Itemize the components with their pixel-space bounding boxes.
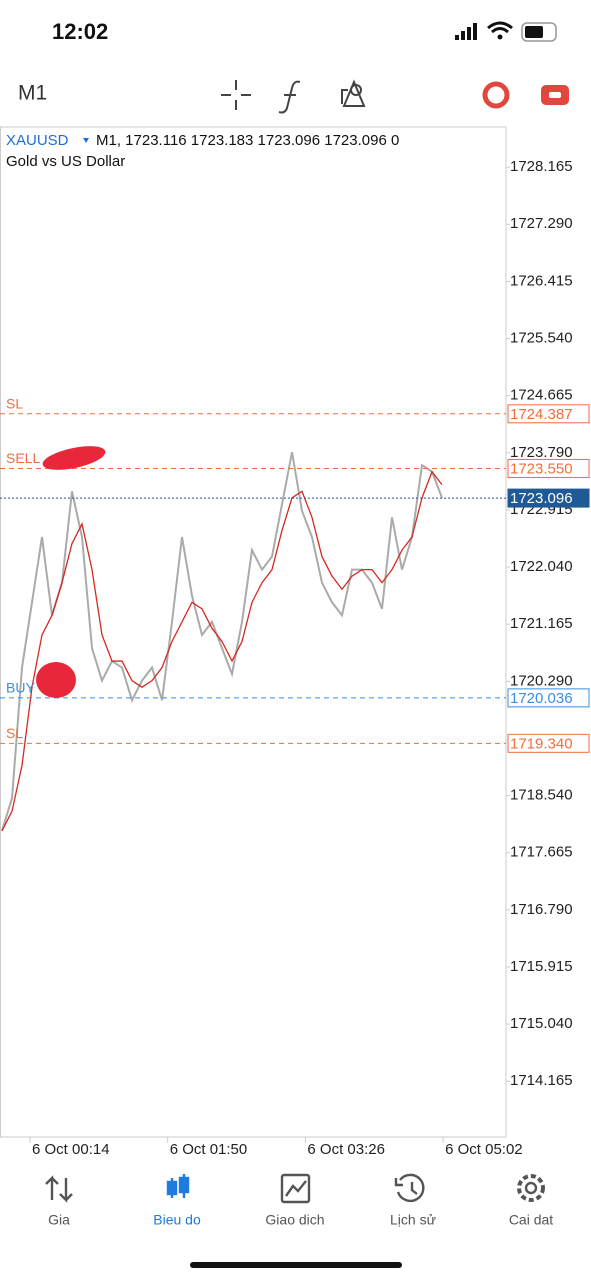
chart: 1728.165 1727.290 1726.415 1725.540 1724.665… [0, 158, 590, 1158]
level-name: SL [6, 725, 23, 741]
level-price-box [507, 458, 590, 478]
level-price-box [507, 688, 590, 708]
level-name: SELL [6, 450, 40, 466]
y-tick-label: 1725.540 [510, 330, 573, 347]
y-tick-label: 1723.790 [510, 444, 573, 461]
quote-info: M1, 1723.116 1723.183 1723.096 1723.096 … [96, 132, 399, 149]
timeframe-button[interactable]: M1 [18, 82, 47, 105]
level-price-box [507, 404, 590, 424]
y-tick-label: 1718.540 [510, 787, 573, 804]
nav-icons [45, 1173, 545, 1204]
redaction [36, 446, 106, 698]
status-icons [455, 21, 557, 42]
y-tick-label: 1721.165 [510, 615, 573, 632]
y-tick-label: 1724.665 [510, 387, 573, 404]
y-tick-label: 1720.290 [510, 672, 573, 689]
level-price-box [507, 488, 590, 508]
level-name: SL [6, 396, 23, 412]
level-price: 1720.036 [510, 690, 573, 707]
symbol-dropdown[interactable] [83, 138, 89, 143]
y-tick-label: 1715.915 [510, 958, 573, 975]
symbol-description: Gold vs US Dollar [6, 153, 125, 170]
y-tick-label: 1726.415 [510, 272, 573, 289]
bottom-nav: Gia Bieu do Giao dich Lịch sử Cai dat [48, 1212, 553, 1228]
y-tick-label: 1727.290 [510, 215, 573, 232]
level-price-box [507, 733, 590, 753]
x-tick-label: 6 Oct 00:14 [32, 1141, 110, 1158]
y-tick-label: 1715.040 [510, 1015, 573, 1032]
nav-item[interactable]: Lịch sử [390, 1212, 436, 1228]
x-tick-label: 6 Oct 05:02 [445, 1141, 523, 1158]
nav-item[interactable]: Bieu do [153, 1212, 201, 1228]
y-tick-label: 1717.665 [510, 844, 573, 861]
clock: 12:02 [52, 19, 108, 44]
nav-item[interactable]: Giao dich [265, 1212, 324, 1228]
y-tick-label: 1722.040 [510, 558, 573, 575]
chart-frame [0, 126, 507, 1138]
level-price: 1723.550 [510, 460, 573, 477]
y-tick-label: 1714.165 [510, 1072, 573, 1089]
x-tick-label: 6 Oct 01:50 [170, 1141, 248, 1158]
nav-item[interactable]: Gia [48, 1212, 70, 1228]
toolbar-icons[interactable] [221, 79, 569, 114]
level-name: BUY [6, 680, 35, 696]
moving-average [1, 470, 443, 832]
y-tick-label: 1728.165 [510, 158, 573, 175]
y-tick-label: 1716.790 [510, 901, 573, 918]
level-price: 1719.340 [510, 735, 573, 752]
nav-item[interactable]: Cai dat [509, 1212, 553, 1228]
symbol[interactable]: XAUUSD [6, 132, 69, 149]
level-price: 1724.387 [510, 406, 573, 423]
x-tick-label: 6 Oct 03:26 [307, 1141, 385, 1158]
level-price: 1723.096 [510, 490, 573, 507]
price-line [1, 451, 443, 832]
home-indicator [190, 1262, 402, 1268]
